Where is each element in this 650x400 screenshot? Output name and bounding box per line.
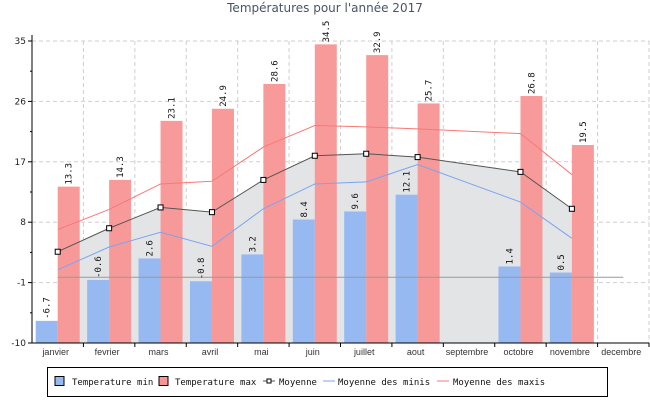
max-bar	[109, 179, 132, 343]
x-tick-label: avril	[202, 347, 219, 357]
min-value-label: 1.4	[505, 248, 515, 264]
x-tick-label: decembre	[601, 347, 641, 357]
moyenne-marker	[517, 168, 524, 175]
y-tick-label: -10	[11, 339, 26, 349]
y-tick-label: 35	[15, 37, 26, 47]
max-value-label: 32.9	[373, 31, 383, 53]
min-bar	[292, 219, 315, 343]
moyenne-marker	[260, 176, 267, 183]
min-bar	[138, 258, 161, 343]
axes: 35 26 17 8 -1 -10 janvier fevrier mars avril mai ju…	[11, 35, 650, 357]
moyenne-minis-line	[57, 163, 573, 271]
x-tick-label: fevrier	[95, 347, 120, 357]
max-value-label: 24.9	[219, 85, 229, 107]
max-value-label: 34.5	[322, 21, 332, 43]
legend-label: Temperature max	[175, 378, 257, 388]
legend-swatch	[54, 376, 65, 386]
min-bar	[87, 279, 110, 343]
legend-label: Moyenne des maxis	[453, 378, 545, 388]
value-labels: -6.7 -0.6 2.6 -0.8 3.2 8.4 9.6 12.1 1.4 0.5 13.3 14…	[43, 21, 589, 319]
min-bar	[241, 254, 264, 343]
x-tick-label: aout	[407, 347, 425, 357]
max-bar	[520, 96, 543, 343]
legend-marker	[266, 378, 272, 384]
min-value-label: 12.1	[403, 171, 413, 193]
x-tick-label: octobre	[503, 347, 533, 357]
min-value-label: -0.8	[197, 258, 207, 280]
moyenne-marker	[311, 152, 318, 159]
min-value-label: 2.6	[146, 240, 156, 256]
min-bar	[189, 281, 212, 343]
min-value-label: 9.6	[351, 193, 361, 209]
moyenne-marker	[106, 225, 113, 232]
min-value-label: 8.4	[300, 201, 310, 217]
y-tick-label: 8	[20, 218, 26, 228]
max-bar	[571, 145, 594, 343]
x-tick-label: juin	[305, 347, 320, 357]
x-tick-label: septembre	[446, 347, 489, 357]
max-value-label: 23.1	[168, 97, 178, 119]
lines	[54, 125, 624, 278]
min-value-label: 0.5	[557, 254, 567, 270]
moyenne-marker	[54, 248, 61, 255]
moyenne-marker	[363, 150, 370, 157]
max-value-label: 26.8	[527, 72, 537, 94]
min-value-label: -6.7	[43, 297, 53, 319]
x-tick-label: novembre	[550, 347, 590, 357]
max-value-label: 25.7	[425, 80, 435, 102]
legend-label: Moyenne	[279, 378, 317, 388]
y-tick-label: 17	[15, 158, 26, 168]
legend: Temperature min Temperature max Moyenne Moy…	[47, 367, 608, 397]
max-bar	[366, 55, 389, 344]
moyenne-marker	[157, 204, 164, 211]
min-bar	[35, 320, 58, 343]
min-bar	[498, 266, 521, 343]
max-value-label: 14.3	[116, 156, 126, 178]
x-tick-label: juillet	[353, 347, 375, 357]
min-value-label: 3.2	[248, 236, 258, 252]
legend-label: Moyenne des minis	[338, 378, 430, 388]
moyenne-line	[57, 153, 573, 253]
max-value-label: 13.3	[65, 163, 75, 185]
moyenne-marker	[208, 209, 215, 216]
moyenne-marker	[568, 205, 575, 212]
max-bar	[263, 83, 286, 343]
x-tick-label: janvier	[41, 347, 69, 357]
min-bar	[549, 272, 572, 343]
max-bar	[417, 103, 440, 343]
moyenne-maxis-line	[57, 125, 573, 231]
max-bar	[314, 44, 337, 343]
max-value-label: 19.5	[579, 121, 589, 143]
moyenne-marker	[414, 154, 421, 161]
chart-title: Températures pour l'année 2017	[226, 1, 423, 15]
max-bar	[211, 108, 234, 343]
x-tick-label: mai	[254, 347, 269, 357]
y-tick-label: 26	[15, 97, 27, 107]
min-value-label: -0.6	[94, 256, 104, 278]
min-bar	[395, 194, 418, 343]
legend-swatch	[158, 376, 169, 386]
max-value-label: 28.6	[270, 60, 280, 82]
max-bar	[160, 120, 183, 344]
legend-box	[47, 367, 608, 397]
y-tick-label: -1	[17, 279, 26, 289]
x-tick-label: mars	[149, 347, 169, 357]
legend-label: Temperature min	[72, 378, 153, 388]
